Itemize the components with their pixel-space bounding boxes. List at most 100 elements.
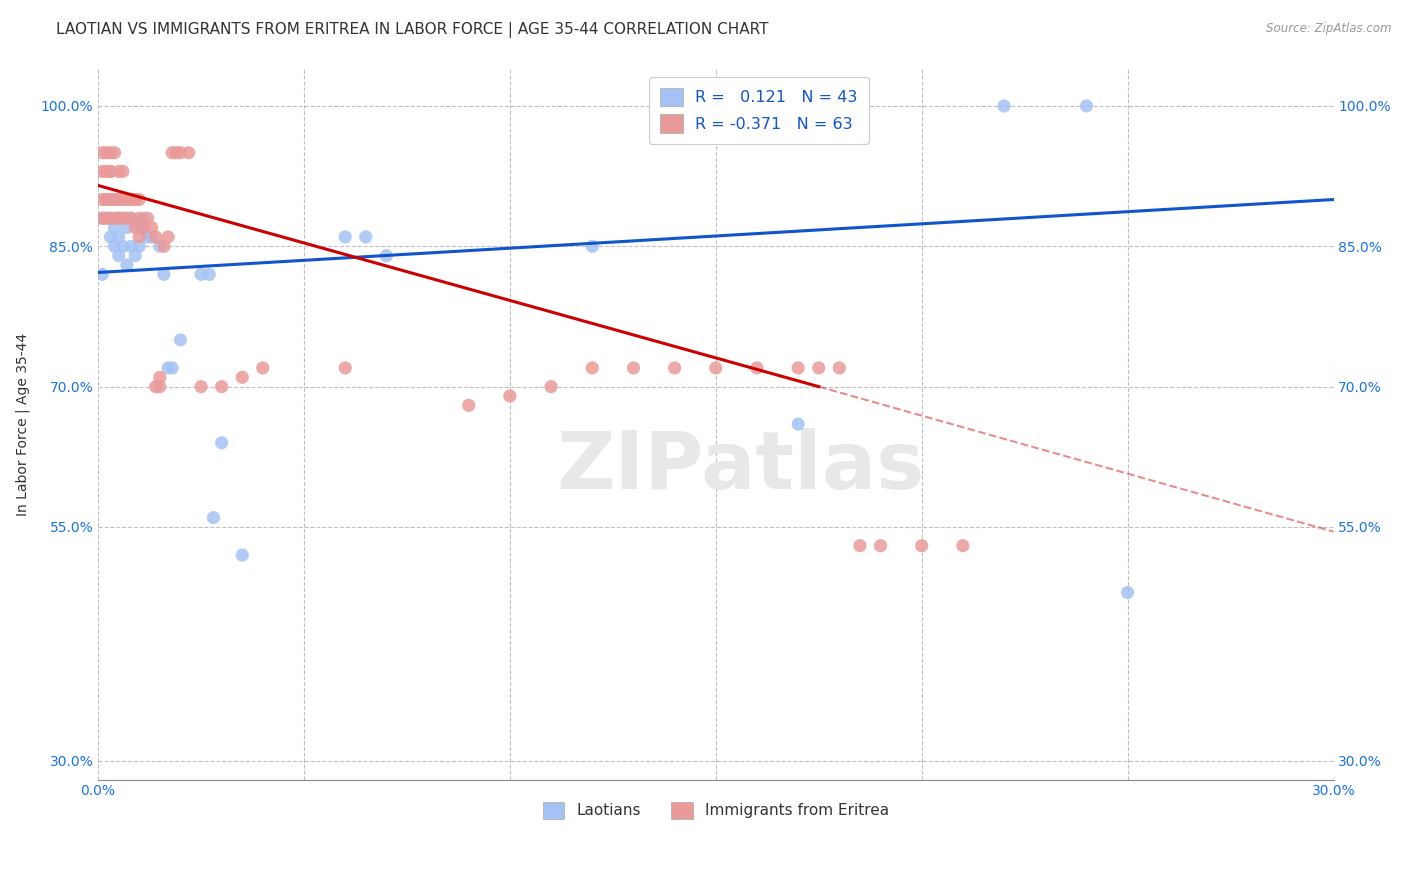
Point: [828, 360, 851, 375]
Point: [149, 239, 172, 253]
Point: [145, 379, 167, 393]
Point: [96, 211, 118, 226]
Point: [103, 145, 125, 160]
Point: [153, 268, 176, 282]
Text: ZIPatlas: ZIPatlas: [557, 428, 925, 506]
Point: [869, 539, 891, 553]
Point: [96, 164, 118, 178]
Point: [128, 239, 150, 253]
Text: LAOTIAN VS IMMIGRANTS FROM ERITREA IN LABOR FORCE | AGE 35-44 CORRELATION CHART: LAOTIAN VS IMMIGRANTS FROM ERITREA IN LA…: [56, 22, 769, 38]
Point: [91, 268, 114, 282]
Point: [664, 360, 686, 375]
Point: [96, 211, 118, 226]
Point: [911, 539, 934, 553]
Point: [1076, 99, 1098, 113]
Point: [100, 230, 122, 244]
Point: [111, 164, 134, 178]
Point: [190, 268, 212, 282]
Y-axis label: In Labor Force | Age 35-44: In Labor Force | Age 35-44: [15, 333, 30, 516]
Point: [157, 230, 180, 244]
Point: [100, 211, 122, 226]
Point: [103, 211, 125, 226]
Point: [457, 398, 479, 412]
Point: [107, 211, 129, 226]
Point: [91, 211, 114, 226]
Point: [335, 360, 357, 375]
Point: [581, 360, 603, 375]
Point: [136, 211, 159, 226]
Point: [849, 539, 872, 553]
Point: [952, 539, 974, 553]
Point: [202, 510, 225, 524]
Point: [91, 145, 114, 160]
Point: [623, 360, 645, 375]
Point: [149, 370, 172, 384]
Point: [132, 211, 155, 226]
Point: [91, 164, 114, 178]
Point: [115, 220, 138, 235]
Point: [153, 239, 176, 253]
Point: [120, 211, 142, 226]
Point: [111, 193, 134, 207]
Point: [107, 211, 129, 226]
Point: [704, 360, 727, 375]
Point: [103, 220, 125, 235]
Point: [169, 145, 191, 160]
Point: [160, 145, 183, 160]
Point: [124, 249, 146, 263]
Point: [124, 193, 146, 207]
Point: [169, 333, 191, 347]
Point: [111, 239, 134, 253]
Point: [107, 164, 129, 178]
Point: [375, 249, 398, 263]
Point: [96, 193, 118, 207]
Point: [177, 145, 200, 160]
Point: [120, 239, 142, 253]
Point: [96, 193, 118, 207]
Point: [100, 164, 122, 178]
Point: [807, 360, 830, 375]
Point: [141, 230, 163, 244]
Point: [211, 379, 233, 393]
Point: [231, 548, 253, 562]
Point: [145, 230, 167, 244]
Point: [136, 230, 159, 244]
Point: [540, 379, 562, 393]
Point: [157, 360, 180, 375]
Point: [111, 211, 134, 226]
Point: [141, 220, 163, 235]
Point: [128, 193, 150, 207]
Point: [91, 211, 114, 226]
Point: [993, 99, 1015, 113]
Point: [165, 145, 187, 160]
Point: [335, 230, 357, 244]
Point: [120, 211, 142, 226]
Point: [149, 379, 172, 393]
Point: [100, 193, 122, 207]
Point: [190, 379, 212, 393]
Point: [128, 220, 150, 235]
Point: [107, 249, 129, 263]
Point: [198, 268, 221, 282]
Point: [100, 145, 122, 160]
Point: [103, 193, 125, 207]
Point: [115, 193, 138, 207]
Point: [128, 230, 150, 244]
Point: [120, 193, 142, 207]
Point: [787, 417, 810, 431]
Legend: Laotians, Immigrants from Eritrea: Laotians, Immigrants from Eritrea: [537, 796, 896, 825]
Point: [231, 370, 253, 384]
Point: [1116, 585, 1139, 599]
Point: [111, 211, 134, 226]
Point: [124, 220, 146, 235]
Point: [499, 389, 522, 403]
Point: [91, 193, 114, 207]
Point: [107, 230, 129, 244]
Point: [103, 193, 125, 207]
Point: [787, 360, 810, 375]
Point: [100, 211, 122, 226]
Point: [211, 435, 233, 450]
Point: [103, 239, 125, 253]
Point: [252, 360, 274, 375]
Point: [132, 220, 155, 235]
